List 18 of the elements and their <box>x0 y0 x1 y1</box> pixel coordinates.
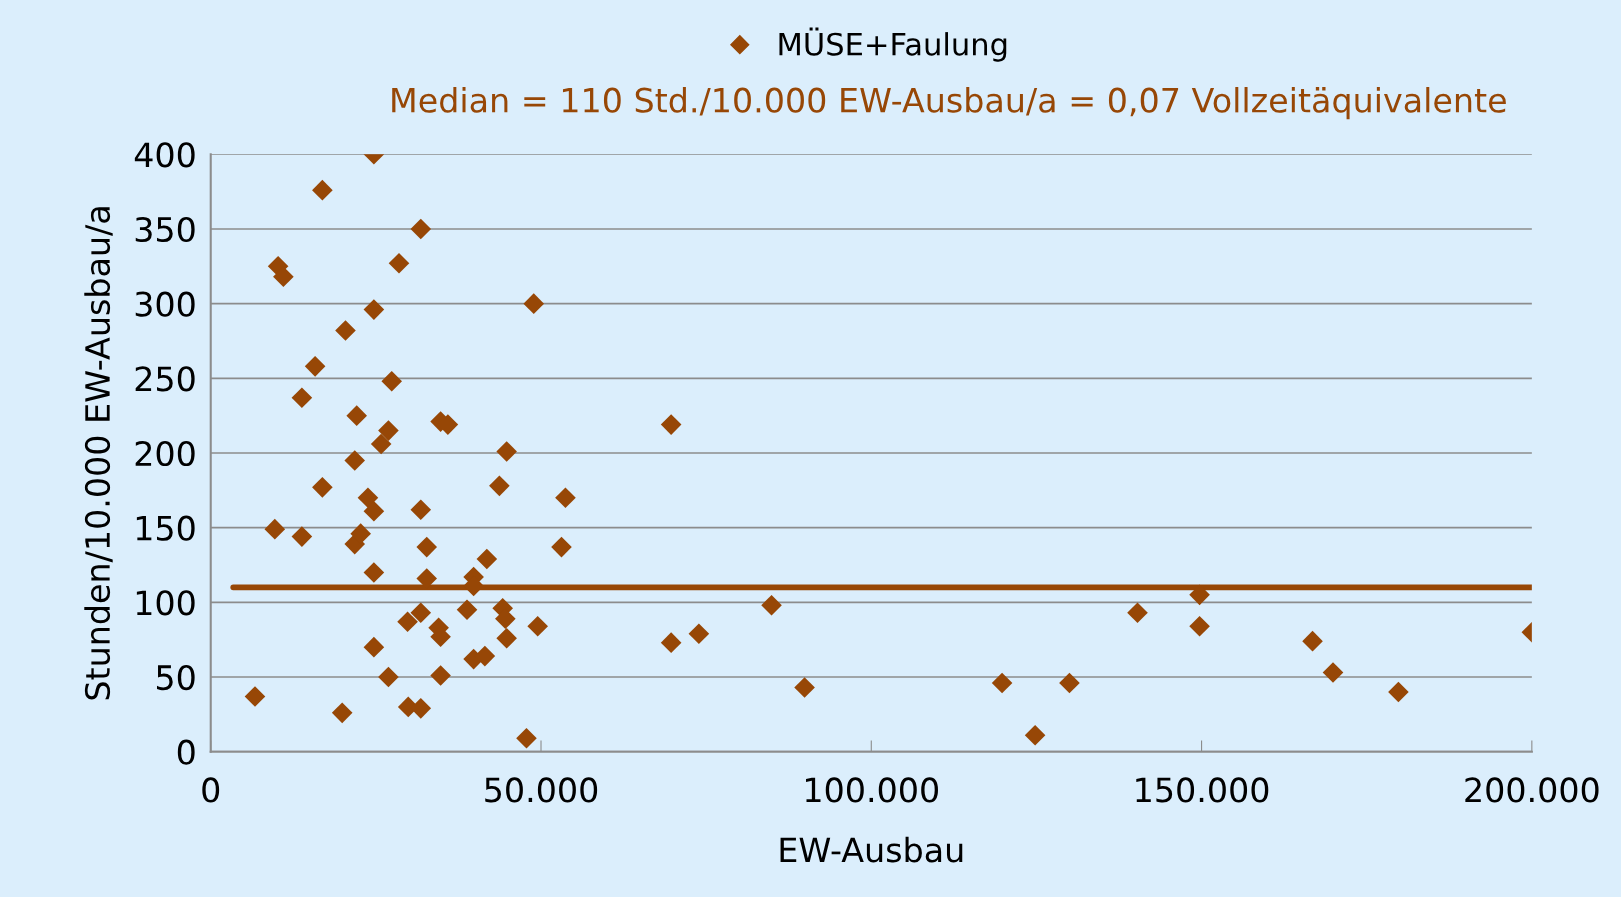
y-tick-label: 50 <box>157 664 195 691</box>
x-tick-label: 200.000 <box>1465 777 1599 803</box>
y-tick-label: 0 <box>177 739 195 765</box>
legend-label: MÜSE+Faulung <box>779 27 1007 62</box>
text: Median = 110 Std./10.000 EW-Ausbau/a = 0,07 Vollzeitäquivalente <box>392 87 1506 120</box>
y-tick-label: 150 <box>136 515 195 541</box>
y-tick-label: 200 <box>135 440 195 467</box>
x-axis-title: EW-Ausbau <box>780 836 963 863</box>
y-tick-label: 250 <box>135 366 195 392</box>
y-tick-label: 400 <box>134 142 195 168</box>
y-tick-label: 350 <box>135 216 195 243</box>
x-tick-label: 150.000 <box>1136 777 1269 803</box>
y-axis-title: Stunden/10.000 EW-Ausbau/a <box>84 207 113 700</box>
y-tick-label: 100 <box>136 590 195 616</box>
y-tick-label: 300 <box>135 291 195 317</box>
x-tick-label: 0 <box>202 777 220 803</box>
x-tick-label: 50.000 <box>485 777 598 803</box>
x-tick-label: 100.000 <box>806 777 938 803</box>
